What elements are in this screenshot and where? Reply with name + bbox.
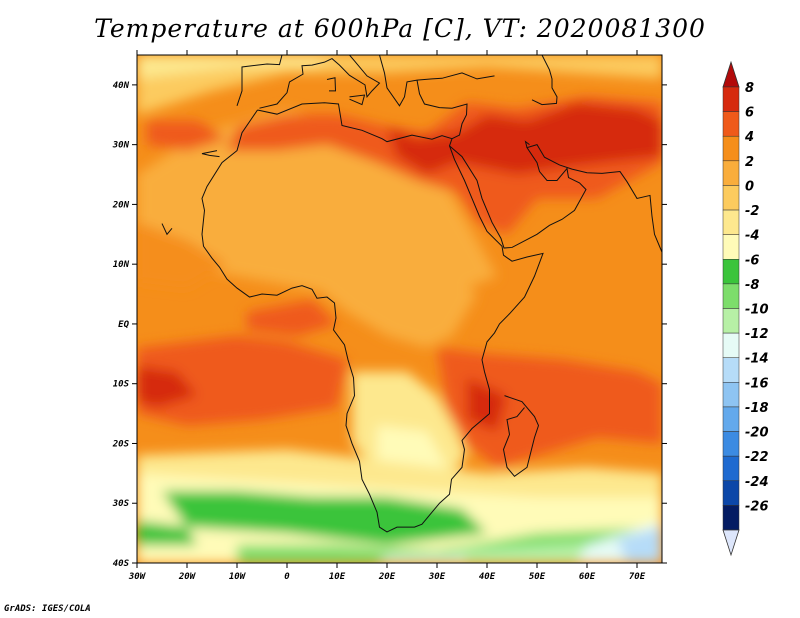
colorbar-label: 0 — [745, 179, 754, 194]
colorbar-swatch — [722, 86, 740, 112]
sardinia — [326, 77, 337, 92]
colorbar-swatch — [722, 283, 740, 309]
field-region — [377, 557, 467, 563]
x-tick-label: 40E — [479, 572, 496, 582]
colorbar-label: -20 — [745, 426, 769, 441]
colorbar-label: -22 — [745, 450, 769, 465]
field-region — [467, 377, 507, 432]
x-tick-label: 30W — [128, 572, 147, 582]
colorbar-min-arrow — [722, 529, 740, 557]
y-tick-label: 20N — [112, 200, 130, 210]
colorbar-label: 2 — [745, 155, 754, 170]
mediterranean-north-coastline — [259, 55, 381, 109]
colorbar-max-arrow — [722, 60, 740, 88]
field-region — [137, 222, 227, 289]
x-tick-label: 70E — [629, 572, 646, 582]
x-tick-label: 50E — [529, 572, 546, 582]
africa-coastline — [201, 102, 544, 533]
colorbar-swatch — [722, 111, 740, 137]
credit-label: GrADS: IGES/COLA — [4, 604, 91, 614]
colorbar-swatch — [722, 234, 740, 260]
field-region — [137, 55, 662, 115]
y-tick-label: 10S — [113, 380, 130, 390]
colorbar-label: -6 — [745, 253, 759, 268]
colorbar-swatch — [722, 209, 740, 235]
levant-coastline — [416, 80, 468, 140]
field-region — [362, 156, 417, 235]
x-tick-label: 20E — [378, 572, 396, 582]
y-tick-label: EQ — [118, 320, 129, 330]
colorbar-swatch — [722, 431, 740, 457]
canary-islands — [201, 150, 220, 158]
y-tick-label: 40S — [113, 559, 130, 569]
field-region — [162, 491, 487, 546]
x-tick-label: 10W — [229, 572, 247, 582]
colorbar-label: -16 — [745, 376, 769, 391]
x-tick-label: 60E — [579, 572, 596, 582]
colorbar: 8 6 4 2 0 -2 -4 -6 -8 -10 -12 -14 -16 -18 -20 -22 -24 -26 — [722, 60, 769, 557]
field-region — [137, 365, 197, 408]
colorbar-label: -24 — [745, 475, 769, 490]
iberia-coastline — [236, 55, 283, 106]
madagascar-coastline — [502, 395, 540, 478]
colorbar-swatch — [722, 480, 740, 506]
field-region — [247, 300, 337, 336]
colorbar-label: -26 — [745, 499, 769, 514]
field-region — [137, 55, 337, 79]
colorbar-label: 4 — [744, 130, 754, 145]
y-tick-label: 10N — [113, 260, 130, 270]
colorbar-label: 8 — [745, 81, 754, 96]
field-region — [617, 527, 662, 563]
gulf-head — [524, 140, 530, 148]
colorbar-swatch — [722, 160, 740, 186]
map-frame — [136, 54, 663, 564]
x-tick-label: 20W — [178, 572, 197, 582]
colorbar-swatch — [722, 455, 740, 482]
colorbar-swatch — [722, 135, 740, 162]
field-region — [137, 521, 197, 546]
colorbar-label: -2 — [745, 204, 759, 219]
colorbar-swatch — [722, 185, 740, 211]
field-region — [137, 335, 347, 426]
axis-ticks: 30W 20W 10W 0 10E 20E 30E 40E 50E 60E 70E 40N 30N 20N… — [112, 50, 667, 582]
y-tick-label: 20S — [112, 439, 130, 449]
x-tick-label: 30E — [428, 572, 446, 582]
colorbar-swatch — [722, 308, 740, 334]
colorbar-swatch — [722, 505, 740, 531]
colorbar-label: -4 — [745, 229, 759, 244]
field-region — [147, 120, 227, 151]
colorbar-label: -18 — [745, 401, 769, 416]
colorbar-label: -14 — [745, 352, 769, 367]
colorbar-swatch — [722, 259, 740, 285]
balkans-coastline — [379, 55, 495, 107]
field-region — [437, 347, 662, 468]
coastlines — [161, 55, 662, 533]
y-tick-label: 30N — [112, 141, 130, 151]
sicily — [349, 94, 366, 106]
field-region — [387, 102, 662, 175]
x-tick-label: 10E — [329, 572, 346, 582]
colorbar-swatch — [722, 382, 740, 408]
map-title: Temperature at 600hPa [C], VT: 202008130… — [94, 14, 706, 43]
colorbar-label: 6 — [745, 106, 754, 121]
colorbar-label: -8 — [745, 278, 759, 293]
colorbar-swatch — [722, 406, 740, 432]
x-tick-label: 0 — [284, 572, 290, 582]
arabia-asia-coastline — [449, 144, 662, 253]
caspian-coastline — [531, 55, 558, 106]
colorbar-swatch — [722, 332, 740, 358]
colorbar-label: -10 — [745, 303, 769, 318]
colorbar-swatch — [722, 357, 740, 383]
colorbar-label: -12 — [745, 327, 769, 342]
y-tick-label: 40N — [113, 81, 130, 91]
field-region — [317, 252, 477, 348]
cape-verde — [161, 223, 173, 236]
temperature-field — [137, 55, 662, 563]
y-tick-label: 30S — [112, 499, 130, 509]
